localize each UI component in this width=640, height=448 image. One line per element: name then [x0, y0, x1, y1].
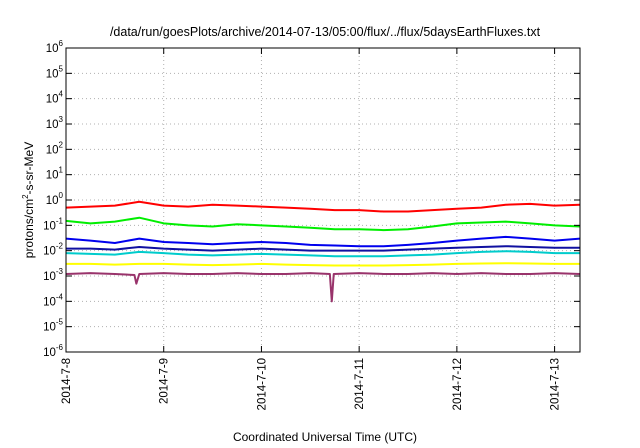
y-tick-label: 101: [46, 166, 64, 182]
y-tick-label: 10-2: [43, 242, 63, 258]
y-tick-label: 10-3: [43, 267, 63, 283]
series-line-1: [65, 200, 581, 213]
y-tick-label: 102: [46, 140, 64, 156]
series-line-2: [65, 216, 581, 232]
y-tick-label: 103: [46, 115, 64, 131]
y-tick-label: 104: [46, 90, 64, 106]
x-axis-tick-labels: 2014-7-8 2014-7-9 2014-7-10 2014-7-11 2014-7…: [61, 358, 562, 410]
series-line-3: [65, 235, 581, 248]
y-axis-label-sup: 2: [21, 194, 30, 199]
y-axis-label: protons/cm2-s-sr-MeV: [21, 142, 36, 258]
x-tick-label: 2014-7-11: [354, 358, 366, 410]
y-tick-label: 105: [46, 64, 64, 80]
y-axis-label-base: protons/cm: [22, 199, 36, 258]
y-tick-label: 100: [46, 191, 64, 207]
y-axis-label-rest: -s-sr-MeV: [22, 142, 36, 195]
y-tick-label: 10-5: [43, 318, 63, 334]
y-axis-tick-labels: 10-6 10-5 10-4 10-3 10-2 10-1 100 101 102 103 104 1…: [43, 39, 63, 359]
series-group: [65, 200, 581, 303]
series-line-4: [66, 245, 580, 252]
x-tick-label: 2014-7-12: [452, 358, 464, 410]
x-tick-label: 2014-7-13: [550, 358, 562, 410]
x-tick-label: 2014-7-8: [61, 358, 73, 404]
x-tick-label: 2014-7-10: [256, 358, 268, 410]
x-axis-label: Coordinated Universal Time (UTC): [233, 430, 417, 444]
x-tick-label: 2014-7-9: [159, 358, 171, 404]
y-tick-label: 106: [46, 39, 64, 55]
y-tick-label: 10-4: [43, 292, 63, 308]
chart-title: /data/run/goesPlots/archive/2014-07-13/0…: [110, 25, 541, 39]
series-line-5: [65, 250, 580, 258]
axis-ticks: [65, 47, 580, 353]
y-tick-label: 10-6: [43, 343, 63, 359]
series-line-6: [66, 262, 580, 267]
y-tick-label: 10-1: [43, 216, 63, 232]
series-line-7: [65, 272, 581, 303]
